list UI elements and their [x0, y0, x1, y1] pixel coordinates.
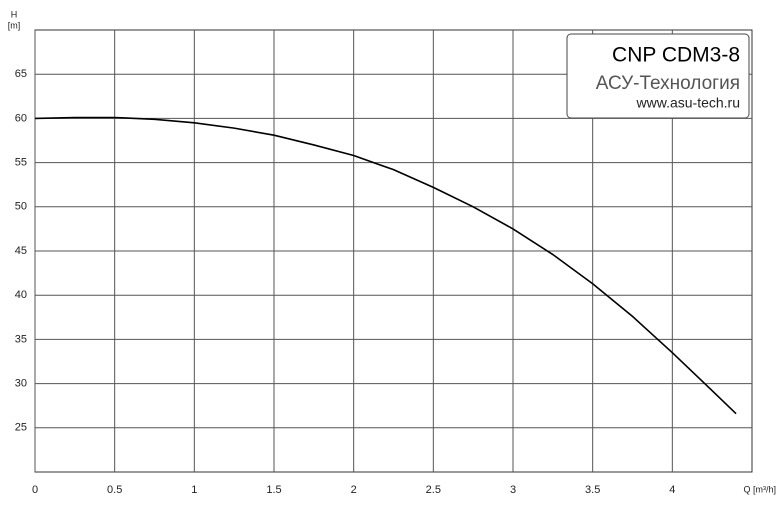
y-tick-label: 30 — [15, 378, 27, 390]
y-tick-label: 55 — [15, 157, 27, 169]
x-tick-label: 2.5 — [426, 484, 441, 496]
y-axis-unit: [m] — [8, 20, 21, 30]
x-tick-label: 3.5 — [585, 484, 600, 496]
y-axis-label: H — [11, 9, 18, 19]
y-tick-label: 45 — [15, 245, 27, 257]
y-tick-label: 60 — [15, 112, 27, 124]
url: www.asu-tech.ru — [636, 95, 740, 111]
x-tick-label: 1 — [191, 484, 197, 496]
y-tick-label: 25 — [15, 422, 27, 434]
x-tick-label: 3 — [510, 484, 516, 496]
line — [34, 116, 737, 415]
x-tick-label: 0 — [32, 484, 38, 496]
y-tick-label: 35 — [15, 333, 27, 345]
y-tick-label: 40 — [15, 289, 27, 301]
x-tick-label: 4 — [669, 484, 675, 496]
y-tick-label: 50 — [15, 201, 27, 213]
company: АСУ-Технология — [596, 73, 740, 94]
y-tick-label: 65 — [15, 68, 27, 80]
x-tick-label: 2 — [351, 484, 357, 496]
title: CNP CDM3-8 — [612, 44, 740, 67]
x-tick-label: 1.5 — [266, 484, 281, 496]
x-axis-label: Q [m³/h] — [743, 484, 776, 494]
x-tick-label: 0.5 — [107, 484, 122, 496]
title-box — [566, 33, 750, 119]
